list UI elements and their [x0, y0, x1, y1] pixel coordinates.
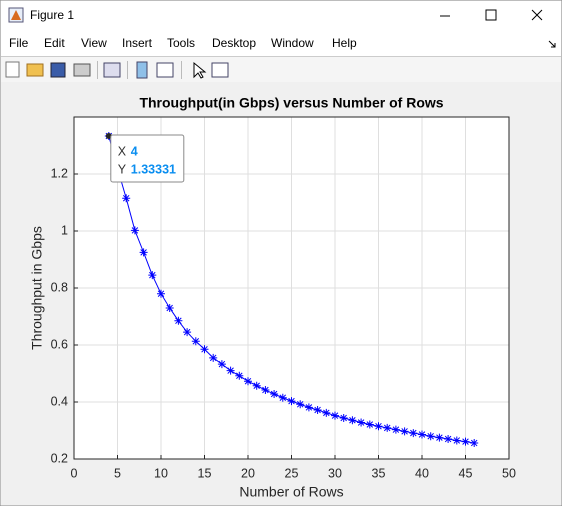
new-icon[interactable] — [5, 61, 20, 78]
x-tick-label: 0 — [71, 466, 78, 480]
dock-arrow[interactable] — [548, 40, 556, 48]
data-marker — [383, 423, 392, 432]
datatip-y-value: 1.33331 — [131, 162, 176, 176]
close-button[interactable] — [531, 9, 543, 21]
colorbar-icon[interactable] — [136, 61, 148, 79]
data-marker — [365, 420, 374, 429]
data-marker — [400, 427, 409, 436]
data-marker — [391, 425, 400, 434]
data-marker — [435, 433, 444, 442]
data-marker — [339, 413, 348, 422]
menu-item[interactable]: Window — [271, 36, 314, 50]
data-marker — [209, 353, 218, 362]
y-tick-label: 0.6 — [51, 337, 68, 351]
data-marker — [409, 429, 418, 438]
x-tick-label: 40 — [415, 466, 429, 480]
data-marker — [130, 226, 139, 235]
y-tick-label: 0.8 — [51, 280, 68, 294]
menu-item[interactable]: Tools — [167, 36, 195, 50]
data-marker — [174, 316, 183, 325]
data-marker — [357, 418, 366, 427]
menu-item[interactable]: Insert — [122, 36, 153, 50]
menu-item[interactable]: Desktop — [212, 36, 256, 50]
chart-title: Throughput(in Gbps) versus Number of Row… — [139, 95, 443, 111]
title-bar — [1, 1, 561, 32]
x-tick-label: 30 — [328, 466, 342, 480]
data-marker — [270, 390, 279, 399]
data-marker — [191, 337, 200, 346]
data-marker — [348, 416, 357, 425]
link-icon[interactable] — [103, 62, 121, 78]
data-marker — [426, 432, 435, 441]
x-tick-label: 45 — [459, 466, 473, 480]
data-marker — [261, 386, 270, 395]
data-marker — [287, 397, 296, 406]
open-icon[interactable] — [26, 63, 44, 77]
y-tick-label: 0.2 — [51, 451, 68, 465]
data-marker — [444, 435, 453, 444]
data-marker — [418, 430, 426, 439]
datatip-x-value: 4 — [131, 144, 138, 158]
data-marker — [461, 437, 470, 446]
data-marker — [278, 393, 287, 402]
x-axis-label: Number of Rows — [239, 484, 343, 500]
y-axis-label: Throughput in Gbps — [29, 226, 45, 350]
data-marker — [148, 271, 157, 280]
data-marker — [244, 377, 252, 386]
data-marker — [313, 405, 322, 414]
x-tick-label: 25 — [285, 466, 299, 480]
x-tick-label: 50 — [502, 466, 516, 480]
axes-box — [73, 116, 510, 460]
x-tick-label: 5 — [114, 466, 121, 480]
datatip-box — [110, 134, 185, 183]
x-tick-label: 15 — [198, 466, 212, 480]
x-tick-label: 20 — [241, 466, 255, 480]
data-marker — [217, 360, 226, 369]
save-icon[interactable] — [50, 62, 66, 78]
data-marker — [165, 303, 174, 312]
menu-item[interactable]: Help — [332, 36, 357, 50]
data-marker — [183, 328, 192, 337]
data-marker — [200, 345, 209, 354]
data-marker — [296, 400, 305, 409]
x-tick-label: 10 — [154, 466, 168, 480]
data-marker — [322, 408, 331, 417]
data-marker — [157, 289, 165, 298]
data-marker — [452, 436, 461, 445]
data-marker — [331, 411, 339, 420]
app-icon-logo — [11, 10, 21, 20]
data-marker — [122, 194, 131, 203]
data-marker — [235, 371, 244, 380]
y-tick-label: 1.2 — [51, 166, 68, 180]
menu-item[interactable]: View — [81, 36, 107, 50]
y-tick-label: 1 — [61, 223, 68, 237]
print-icon[interactable] — [73, 63, 91, 77]
data-marker — [304, 403, 313, 412]
menu-bar — [1, 32, 561, 56]
property-icon[interactable] — [211, 62, 229, 78]
maximize-button[interactable] — [485, 9, 497, 21]
x-tick-label: 35 — [372, 466, 386, 480]
menu-item[interactable]: File — [9, 36, 29, 50]
toolbar — [1, 57, 561, 82]
pointer-icon[interactable] — [193, 61, 207, 79]
menu-item[interactable]: Edit — [44, 36, 65, 50]
data-marker — [374, 422, 383, 431]
data-marker — [226, 366, 235, 375]
data-marker — [139, 248, 148, 257]
data-marker — [252, 381, 261, 390]
datatip-y-label: Y — [118, 162, 127, 176]
data-marker — [470, 439, 479, 448]
window-title: Figure 1 — [30, 8, 74, 22]
y-tick-label: 0.4 — [51, 394, 68, 408]
legend-icon[interactable] — [156, 62, 174, 78]
datatip-x-label: X — [118, 144, 127, 158]
